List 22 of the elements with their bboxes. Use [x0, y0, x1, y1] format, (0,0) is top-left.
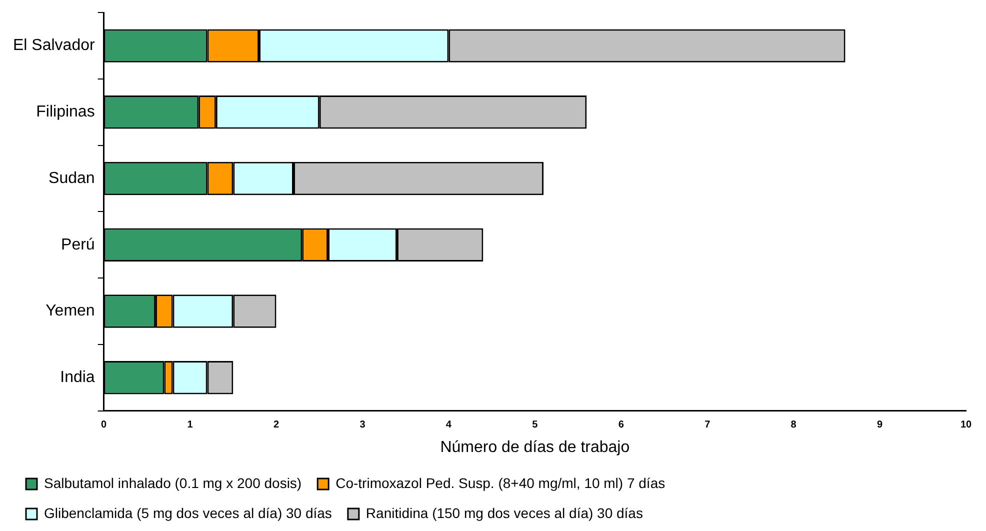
y-tick-label: Yemen — [46, 302, 95, 320]
x-tick-label: 2 — [273, 420, 280, 431]
x-tick-label: 10 — [960, 420, 972, 431]
x-tick-label: 4 — [446, 420, 452, 431]
legend-label: Salbutamol inhalado (0.1 mg x 200 dosis) — [44, 474, 302, 491]
x-tick-label: 9 — [877, 420, 883, 431]
y-tick-label: Sudan — [48, 170, 95, 187]
x-tick-label: 1 — [187, 420, 194, 431]
y-tick-label: Filipinas — [36, 104, 95, 121]
x-tick-label: 7 — [704, 420, 711, 431]
legend-label: Ranitidina (150 mg dos veces al día) 30 días — [366, 504, 643, 521]
legend-label: Glibenclamida (5 mg dos veces al día) 30 días — [44, 504, 332, 521]
x-tick-label: 5 — [532, 420, 538, 431]
x-tick-label: 0 — [101, 420, 108, 431]
x-tick-label: 6 — [618, 420, 624, 431]
y-tick-label: India — [60, 369, 95, 386]
x-tick-label: 3 — [360, 420, 366, 431]
x-axis-title: Número de días de trabajo — [440, 438, 630, 456]
legend-label: Co-trimoxazol Ped. Susp. (8+40 mg/ml, 10 ml) 7 días — [336, 474, 666, 491]
y-tick-label: El Salvador — [12, 37, 96, 54]
y-tick-label: Perú — [61, 236, 95, 254]
x-tick-label: 8 — [790, 420, 797, 431]
